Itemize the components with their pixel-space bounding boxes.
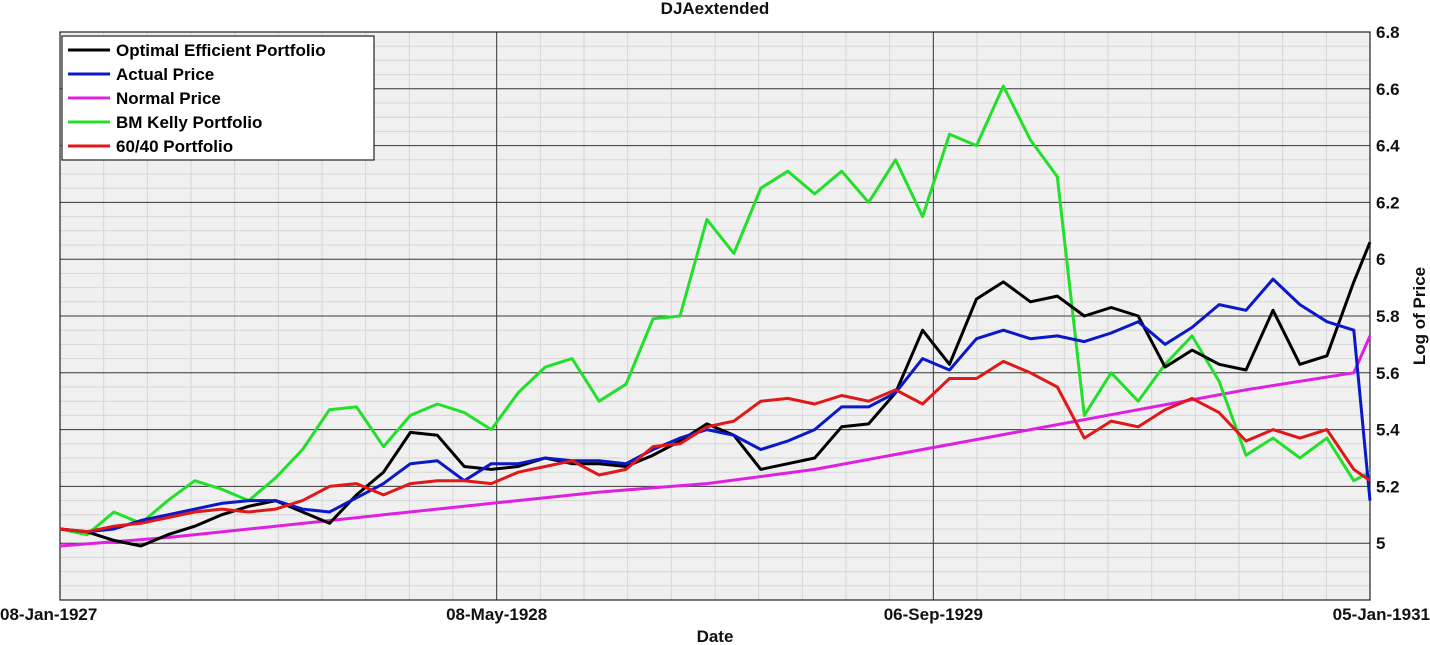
series-line-actual-price (59, 277, 1372, 534)
y-tick-label: 5.6 (1376, 364, 1400, 383)
y-axis-title: Log of Price (1410, 267, 1429, 365)
legend-label: Normal Price (116, 89, 221, 108)
y-tick-label: 5.8 (1376, 307, 1400, 326)
y-axis-ticks: 5 5.2 5.4 5.6 5.8 6 6.2 6.4 6.6 6.8 (1376, 23, 1400, 553)
legend: Optimal Efficient Portfolio Actual Price N… (61, 35, 375, 161)
y-tick-label: 6.2 (1376, 193, 1400, 212)
series-line-bm-kelly-portfolio (59, 84, 1371, 537)
y-tick-label: 5.2 (1376, 477, 1400, 496)
y-tick-label: 5.4 (1376, 421, 1400, 440)
x-axis-title: Date (697, 627, 734, 645)
series-layer (59, 84, 1372, 548)
x-axis-ticks: 08-Jan-1927 08-May-1928 06-Sep-1929 05-Jan-… (0, 605, 1430, 624)
legend-label: Optimal Efficient Portfolio (116, 41, 326, 60)
x-tick-label: 08-Jan-1927 (0, 605, 97, 624)
legend-items: Optimal Efficient Portfolio Actual Price N… (68, 41, 326, 156)
x-tick-label: 08-May-1928 (446, 605, 547, 624)
y-tick-label: 5 (1376, 534, 1385, 553)
legend-label: Actual Price (116, 65, 214, 84)
x-tick-label: 06-Sep-1929 (884, 605, 983, 624)
series-line-60-40-portfolio (59, 359, 1371, 534)
y-tick-label: 6.4 (1376, 137, 1400, 156)
series-line-normal-price (59, 335, 1372, 548)
plot-border (59, 31, 1371, 601)
x-tick-label: 05-Jan-1931 (1333, 605, 1430, 624)
legend-label: 60/40 Portfolio (116, 137, 233, 156)
y-tick-label: 6 (1376, 250, 1385, 269)
y-tick-label: 6.8 (1376, 23, 1400, 42)
y-tick-label: 6.6 (1376, 80, 1400, 99)
legend-box (61, 35, 375, 161)
legend-label: BM Kelly Portfolio (116, 113, 262, 132)
chart-title: DJAextended (661, 0, 770, 18)
